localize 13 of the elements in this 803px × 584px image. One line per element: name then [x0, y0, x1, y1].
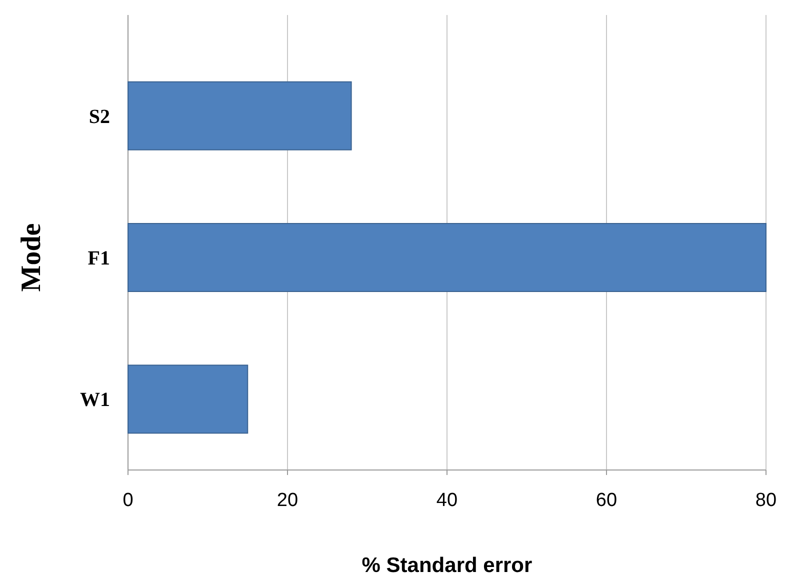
x-tick-label: 0	[122, 490, 134, 511]
y-tick-label: W1	[80, 389, 110, 412]
x-tick-label: 60	[596, 490, 618, 511]
y-axis-title: Mode	[16, 223, 47, 292]
y-tick-label: F1	[88, 248, 110, 270]
y-tick-label: S2	[88, 106, 110, 128]
bar	[128, 223, 766, 292]
x-tick-label: 40	[436, 490, 458, 511]
x-tick-label: 20	[276, 490, 298, 511]
bar	[128, 364, 248, 434]
bar	[128, 81, 352, 150]
x-tick-label: 80	[755, 490, 777, 511]
x-axis-title: % Standard error	[362, 554, 532, 577]
